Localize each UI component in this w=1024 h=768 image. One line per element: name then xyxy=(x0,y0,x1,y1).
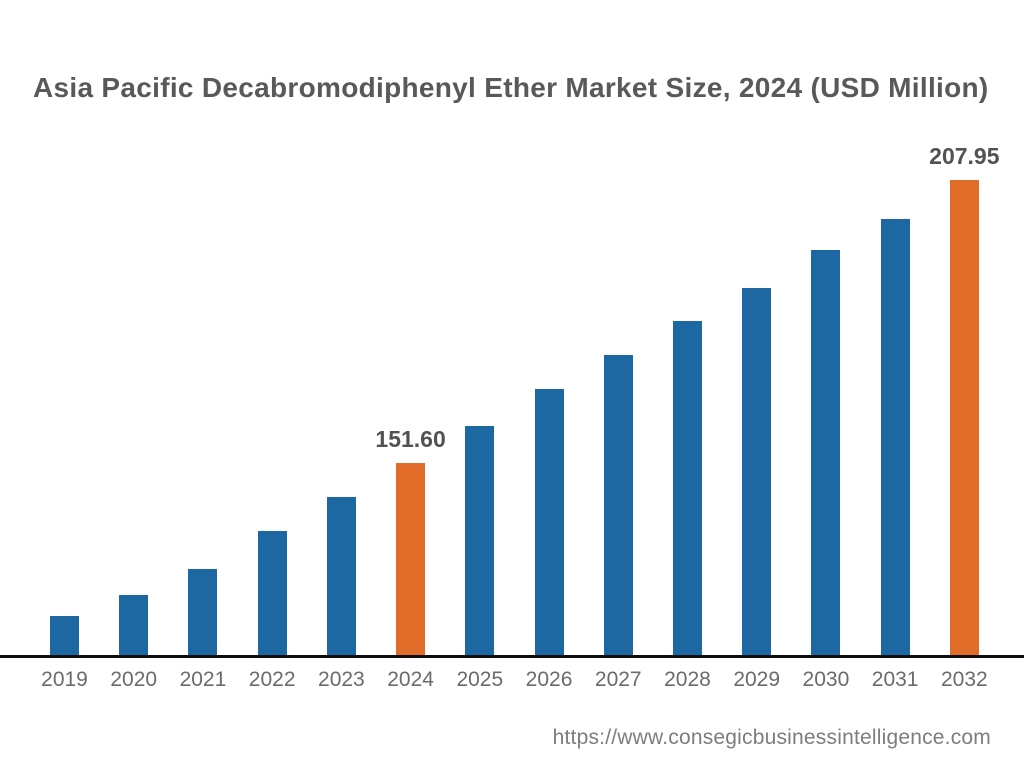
bar-value-label-2024: 151.60 xyxy=(375,426,446,452)
bar-column-2029: 2029 xyxy=(733,140,780,691)
x-tick-label-2032: 2032 xyxy=(940,668,988,691)
x-tick-label-2022: 2022 xyxy=(248,668,296,691)
x-tick-label-2028: 2028 xyxy=(664,668,711,691)
bar-2021 xyxy=(188,569,218,655)
bar-2027 xyxy=(603,355,633,655)
bar-column-2028: 2028 xyxy=(664,140,711,691)
bar-2028 xyxy=(672,321,702,655)
bar-2020 xyxy=(119,595,149,655)
bar-2023 xyxy=(326,497,356,655)
bar-2024 xyxy=(396,463,426,655)
bar-2022 xyxy=(257,531,287,655)
bar-column-2027: 2027 xyxy=(595,140,642,691)
bar-column-2019: 2019 xyxy=(41,140,88,691)
bar-column-2021: 2021 xyxy=(180,140,226,691)
bar-2030 xyxy=(811,250,841,655)
x-tick-label-2021: 2021 xyxy=(179,668,227,691)
bar-column-2022: 2022 xyxy=(249,140,296,691)
x-axis-line xyxy=(0,655,1024,658)
x-tick-label-2023: 2023 xyxy=(318,668,365,691)
bar-column-2030: 2030 xyxy=(803,140,849,691)
x-tick-label-2029: 2029 xyxy=(733,668,781,691)
bar-column-2024: 151.60 2024 xyxy=(375,140,445,691)
chart-title: Asia Pacific Decabromodiphenyl Ether Mar… xyxy=(33,72,989,103)
bar-2031 xyxy=(880,219,910,655)
x-tick-label-2024: 2024 xyxy=(387,668,434,691)
bars-container: 2019 2020 2021 2022 2023 151.60 2024 2025 2026 20… xyxy=(41,140,999,691)
x-tick-label-2019: 2019 xyxy=(41,668,88,691)
x-tick-label-2020: 2020 xyxy=(110,668,158,691)
bar-2026 xyxy=(534,389,564,655)
bar-value-label-2032: 207.95 xyxy=(929,143,1000,169)
x-tick-label-2025: 2025 xyxy=(456,668,504,691)
footer-url-link[interactable]: https://www.consegicbusinessintelligence… xyxy=(552,726,991,749)
bar-column-2020: 2020 xyxy=(110,140,157,691)
x-tick-label-2027: 2027 xyxy=(594,668,642,691)
x-tick-label-2031: 2031 xyxy=(871,668,919,691)
x-tick-label-2026: 2026 xyxy=(525,668,573,691)
bar-2029 xyxy=(742,288,772,655)
bar-2019 xyxy=(50,616,79,655)
bar-column-2032: 207.95 2032 xyxy=(929,140,999,691)
bar-2025 xyxy=(465,426,495,655)
bar-column-2023: 2023 xyxy=(318,140,365,691)
bar-2032 xyxy=(949,180,979,655)
bar-column-2031: 2031 xyxy=(872,140,918,691)
bar-column-2025: 2025 xyxy=(456,140,503,691)
x-tick-label-2030: 2030 xyxy=(802,668,850,691)
bar-column-2026: 2026 xyxy=(526,140,572,691)
